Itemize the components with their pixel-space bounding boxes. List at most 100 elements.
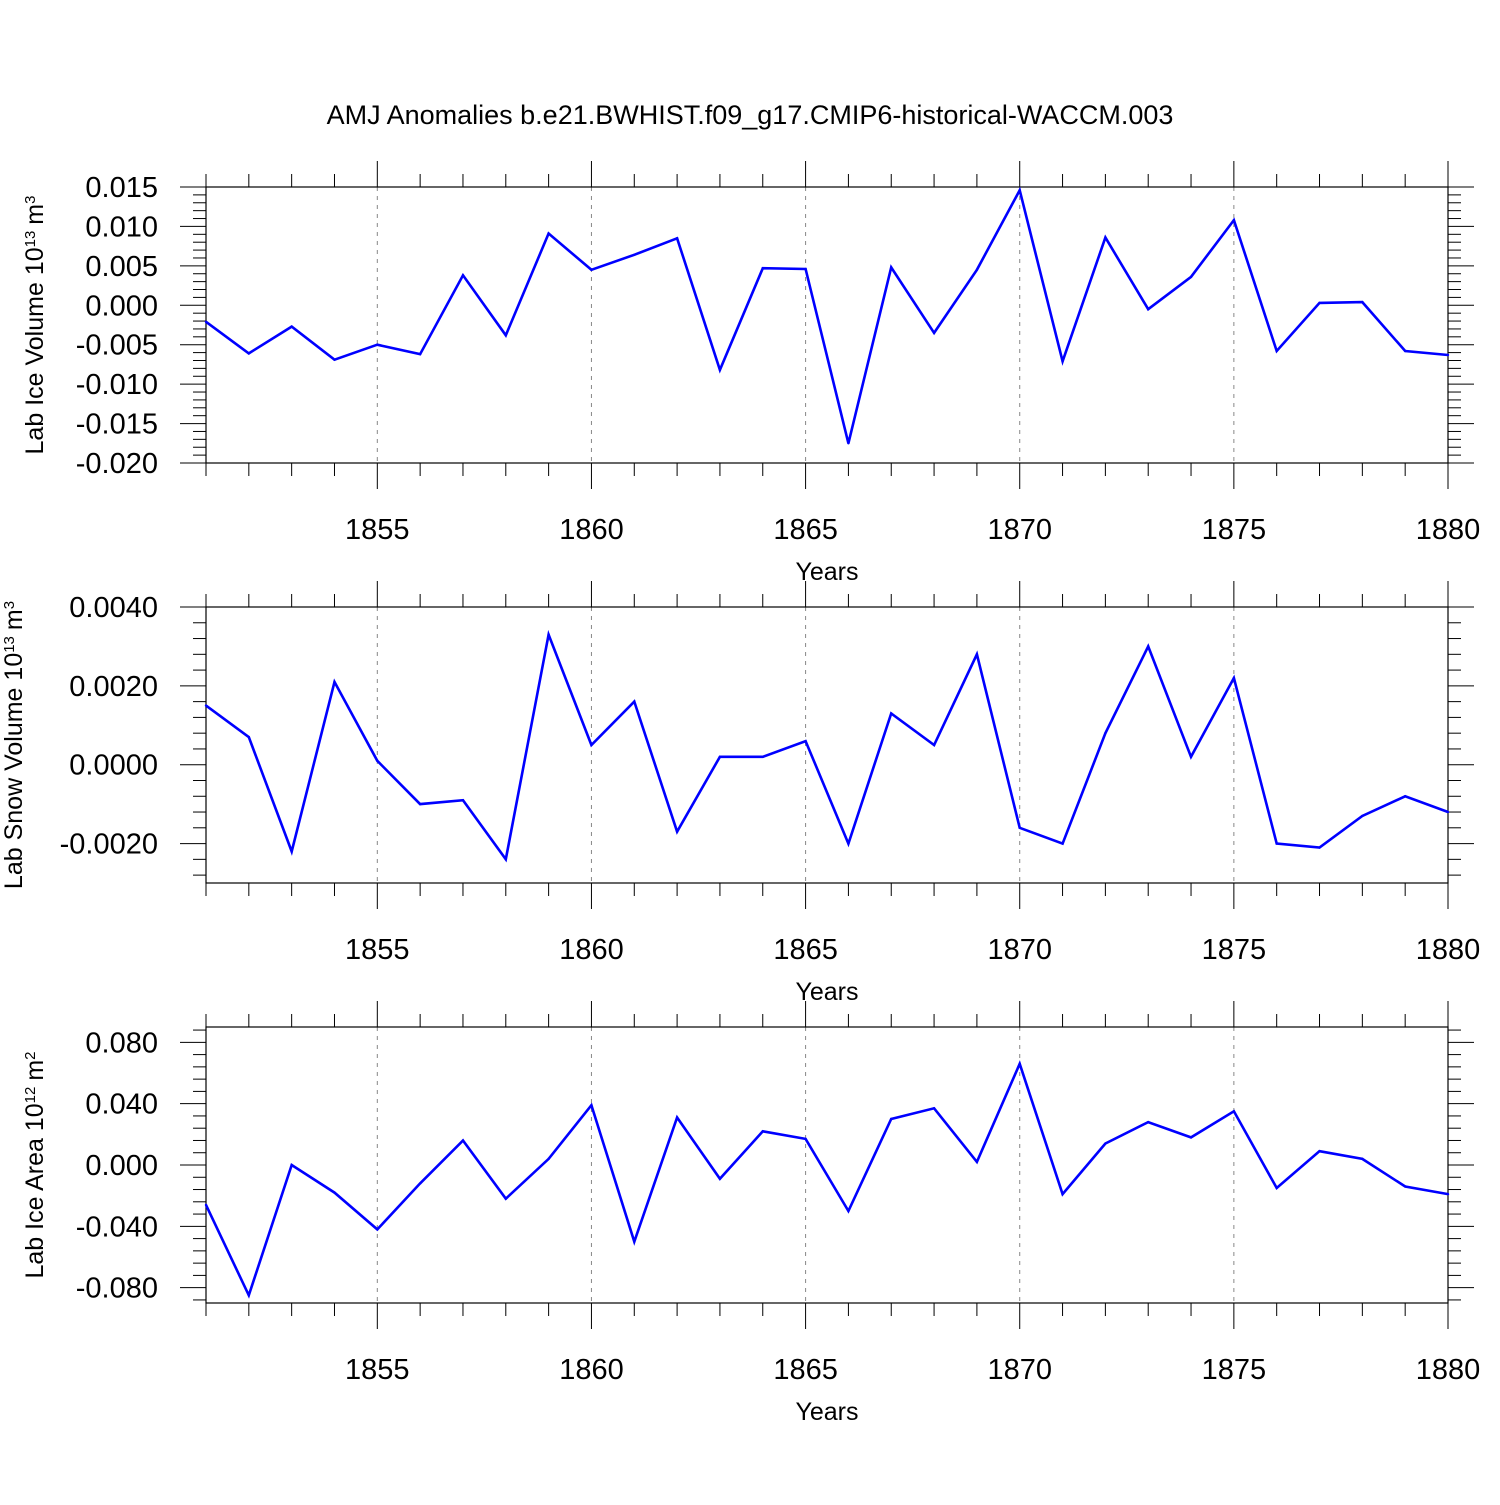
data-point (1189, 275, 1193, 279)
y-tick-label: 0.080 (85, 1027, 158, 1059)
y-axis-label-unit-exponent: 2 (22, 1052, 39, 1060)
data-point (247, 352, 251, 355)
data-point (461, 1139, 465, 1142)
data-point (204, 704, 208, 707)
y-tick-label: -0.080 (76, 1273, 158, 1305)
data-point (1361, 300, 1364, 304)
data-point (975, 1160, 979, 1164)
y-axis-label-exponent: 13 (1, 636, 18, 653)
y-axis-label-unit-exponent: 3 (1, 601, 18, 609)
y-axis-label-unit: m (0, 609, 28, 630)
data-point (633, 700, 636, 703)
data-point (932, 743, 936, 747)
data-point (1275, 1186, 1278, 1190)
data-point (1275, 842, 1278, 845)
data-point (547, 1157, 550, 1161)
data-point (1446, 810, 1450, 814)
y-axis-label-exponent: 12 (22, 1087, 39, 1104)
x-axis-label: Years (795, 978, 858, 1006)
data-point (761, 1130, 764, 1133)
data-point (1189, 1136, 1193, 1139)
data-point (333, 1191, 336, 1194)
data-point (975, 653, 979, 656)
y-tick-label: -0.010 (76, 369, 158, 401)
x-tick-label: 1855 (345, 934, 410, 966)
x-tick-label: 1880 (1416, 934, 1481, 966)
data-point (1275, 349, 1278, 353)
data-point (675, 237, 679, 240)
data-point (418, 1182, 422, 1185)
y-tick-label: 0.005 (85, 251, 158, 283)
plot-frame (205, 186, 1449, 464)
x-tick-label: 1860 (559, 514, 624, 546)
data-point (1104, 1142, 1107, 1145)
x-axis-label: Years (795, 1398, 858, 1426)
data-point (633, 1240, 636, 1243)
data-point (1147, 645, 1150, 648)
data-point (890, 266, 893, 269)
x-tick-label: 1875 (1202, 1354, 1267, 1386)
data-point (804, 267, 807, 271)
data-point (333, 680, 336, 684)
data-point (247, 735, 251, 739)
data-point (1232, 676, 1236, 680)
data-point (1104, 236, 1107, 239)
data-point (204, 320, 208, 324)
x-tick-label: 1870 (987, 934, 1052, 966)
x-tick-label: 1865 (773, 514, 838, 546)
data-point (804, 739, 807, 743)
x-tick-label: 1875 (1202, 514, 1267, 546)
x-tick-label: 1855 (345, 514, 410, 546)
y-tick-label: 0.010 (85, 211, 158, 243)
data-point (376, 1228, 379, 1231)
y-tick-label: -0.0020 (60, 829, 158, 861)
data-point (890, 712, 893, 715)
data-point (290, 325, 293, 328)
data-point (804, 1137, 807, 1141)
data-point (290, 1163, 293, 1167)
y-tick-label: 0.0020 (69, 671, 158, 703)
y-tick-label: -0.015 (76, 409, 158, 441)
panel-1: -0.020 -0.015 -0.010 -0.005 0.000 0.005 0.010 0… (21, 161, 1480, 586)
x-tick-label: 1860 (559, 1354, 624, 1386)
y-axis-label-text: Lab Ice Area 10 (21, 1103, 49, 1278)
data-point (376, 759, 379, 762)
y-axis-label-text: Lab Ice Volume 10 (21, 247, 49, 454)
data-point (418, 802, 422, 806)
y-axis-label: Lab Ice Area 1012 m2 (21, 1052, 49, 1279)
data-point (247, 1294, 251, 1297)
data-point (1061, 1192, 1064, 1196)
y-axis-label-unit: m (21, 204, 49, 225)
series-line-lab-ice-area (204, 1060, 1449, 1299)
data-point (847, 442, 850, 445)
y-tick-label: 0.000 (85, 290, 158, 322)
y-tick-label: 0.0040 (69, 592, 158, 624)
data-point (1318, 301, 1321, 305)
data-point (418, 352, 422, 356)
series-line-lab-snow-volume (205, 629, 1449, 863)
x-axis-label: Years (795, 558, 858, 586)
plot-frame (205, 1026, 1449, 1304)
data-point (718, 368, 722, 372)
data-point (932, 331, 936, 335)
y-tick-label: -0.005 (76, 330, 158, 362)
x-tick-label: 1855 (345, 1354, 410, 1386)
data-point (1446, 1192, 1450, 1196)
series-line-lab-ice-volume (205, 186, 1449, 444)
data-point (1403, 795, 1407, 798)
data-point (1318, 846, 1321, 849)
data-point (1147, 308, 1150, 311)
x-tick-label: 1870 (987, 514, 1052, 546)
data-point (204, 1203, 208, 1207)
plot-frame (205, 606, 1449, 884)
y-axis-label-unit-exponent: 3 (22, 196, 39, 204)
data-point (504, 858, 507, 861)
data-point (504, 334, 507, 337)
data-point (1361, 814, 1364, 818)
data-point (1061, 842, 1064, 845)
panel-2: -0.0020 0.0000 0.0020 0.0040 1855 1860 1865 187… (0, 581, 1480, 1006)
data-point (547, 232, 550, 235)
y-axis-label-exponent: 13 (22, 231, 39, 248)
x-tick-label: 1875 (1202, 934, 1267, 966)
data-point (461, 799, 465, 802)
